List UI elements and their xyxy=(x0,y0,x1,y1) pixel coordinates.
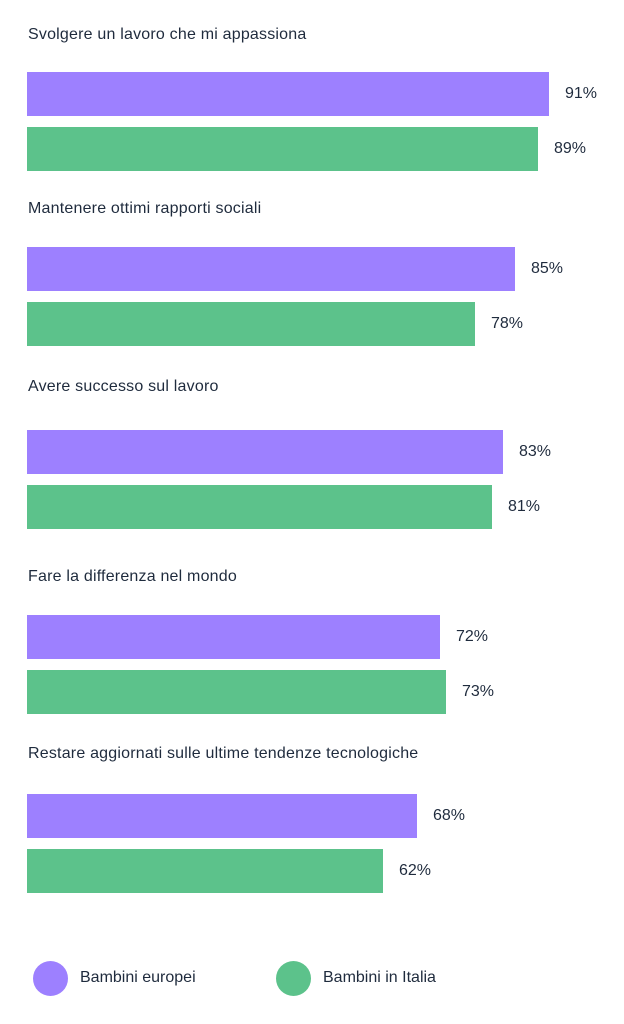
legend: Bambini europei Bambini in Italia xyxy=(0,960,624,1000)
data-label: 73% xyxy=(462,683,495,700)
category-label: Mantenere ottimi rapporti sociali xyxy=(28,200,262,217)
legend-item-series-1: Bambini europei xyxy=(33,960,196,996)
bar-series-1 xyxy=(27,72,549,116)
bar-series-1 xyxy=(27,430,503,474)
bar-series-1 xyxy=(27,247,515,291)
legend-label-series-2: Bambini in Italia xyxy=(323,969,436,986)
bar-series-2 xyxy=(27,485,492,529)
category-label: Avere successo sul lavoro xyxy=(28,378,219,395)
bar-series-2 xyxy=(27,127,538,171)
bar-series-2 xyxy=(27,670,446,714)
data-label: 91% xyxy=(565,85,598,102)
legend-swatch-series-1 xyxy=(33,960,68,996)
data-label: 72% xyxy=(456,628,489,645)
bar-series-1 xyxy=(27,794,417,838)
bar-series-2 xyxy=(27,849,383,893)
bar-series-1 xyxy=(27,615,440,659)
category-label: Svolgere un lavoro che mi appassiona xyxy=(28,26,307,43)
data-label: 68% xyxy=(433,807,466,824)
data-label: 62% xyxy=(399,862,432,879)
bar-series-2 xyxy=(27,302,475,346)
data-label: 81% xyxy=(508,498,541,515)
data-label: 89% xyxy=(554,140,587,157)
data-label: 78% xyxy=(491,315,524,332)
category-label: Restare aggiornati sulle ultime tendenze… xyxy=(28,745,419,762)
legend-item-series-2: Bambini in Italia xyxy=(276,960,436,996)
category-label: Fare la differenza nel mondo xyxy=(28,568,237,585)
data-label: 85% xyxy=(531,260,564,277)
data-label: 83% xyxy=(519,443,552,460)
legend-swatch-series-2 xyxy=(276,960,311,996)
legend-label-series-1: Bambini europei xyxy=(80,969,196,986)
